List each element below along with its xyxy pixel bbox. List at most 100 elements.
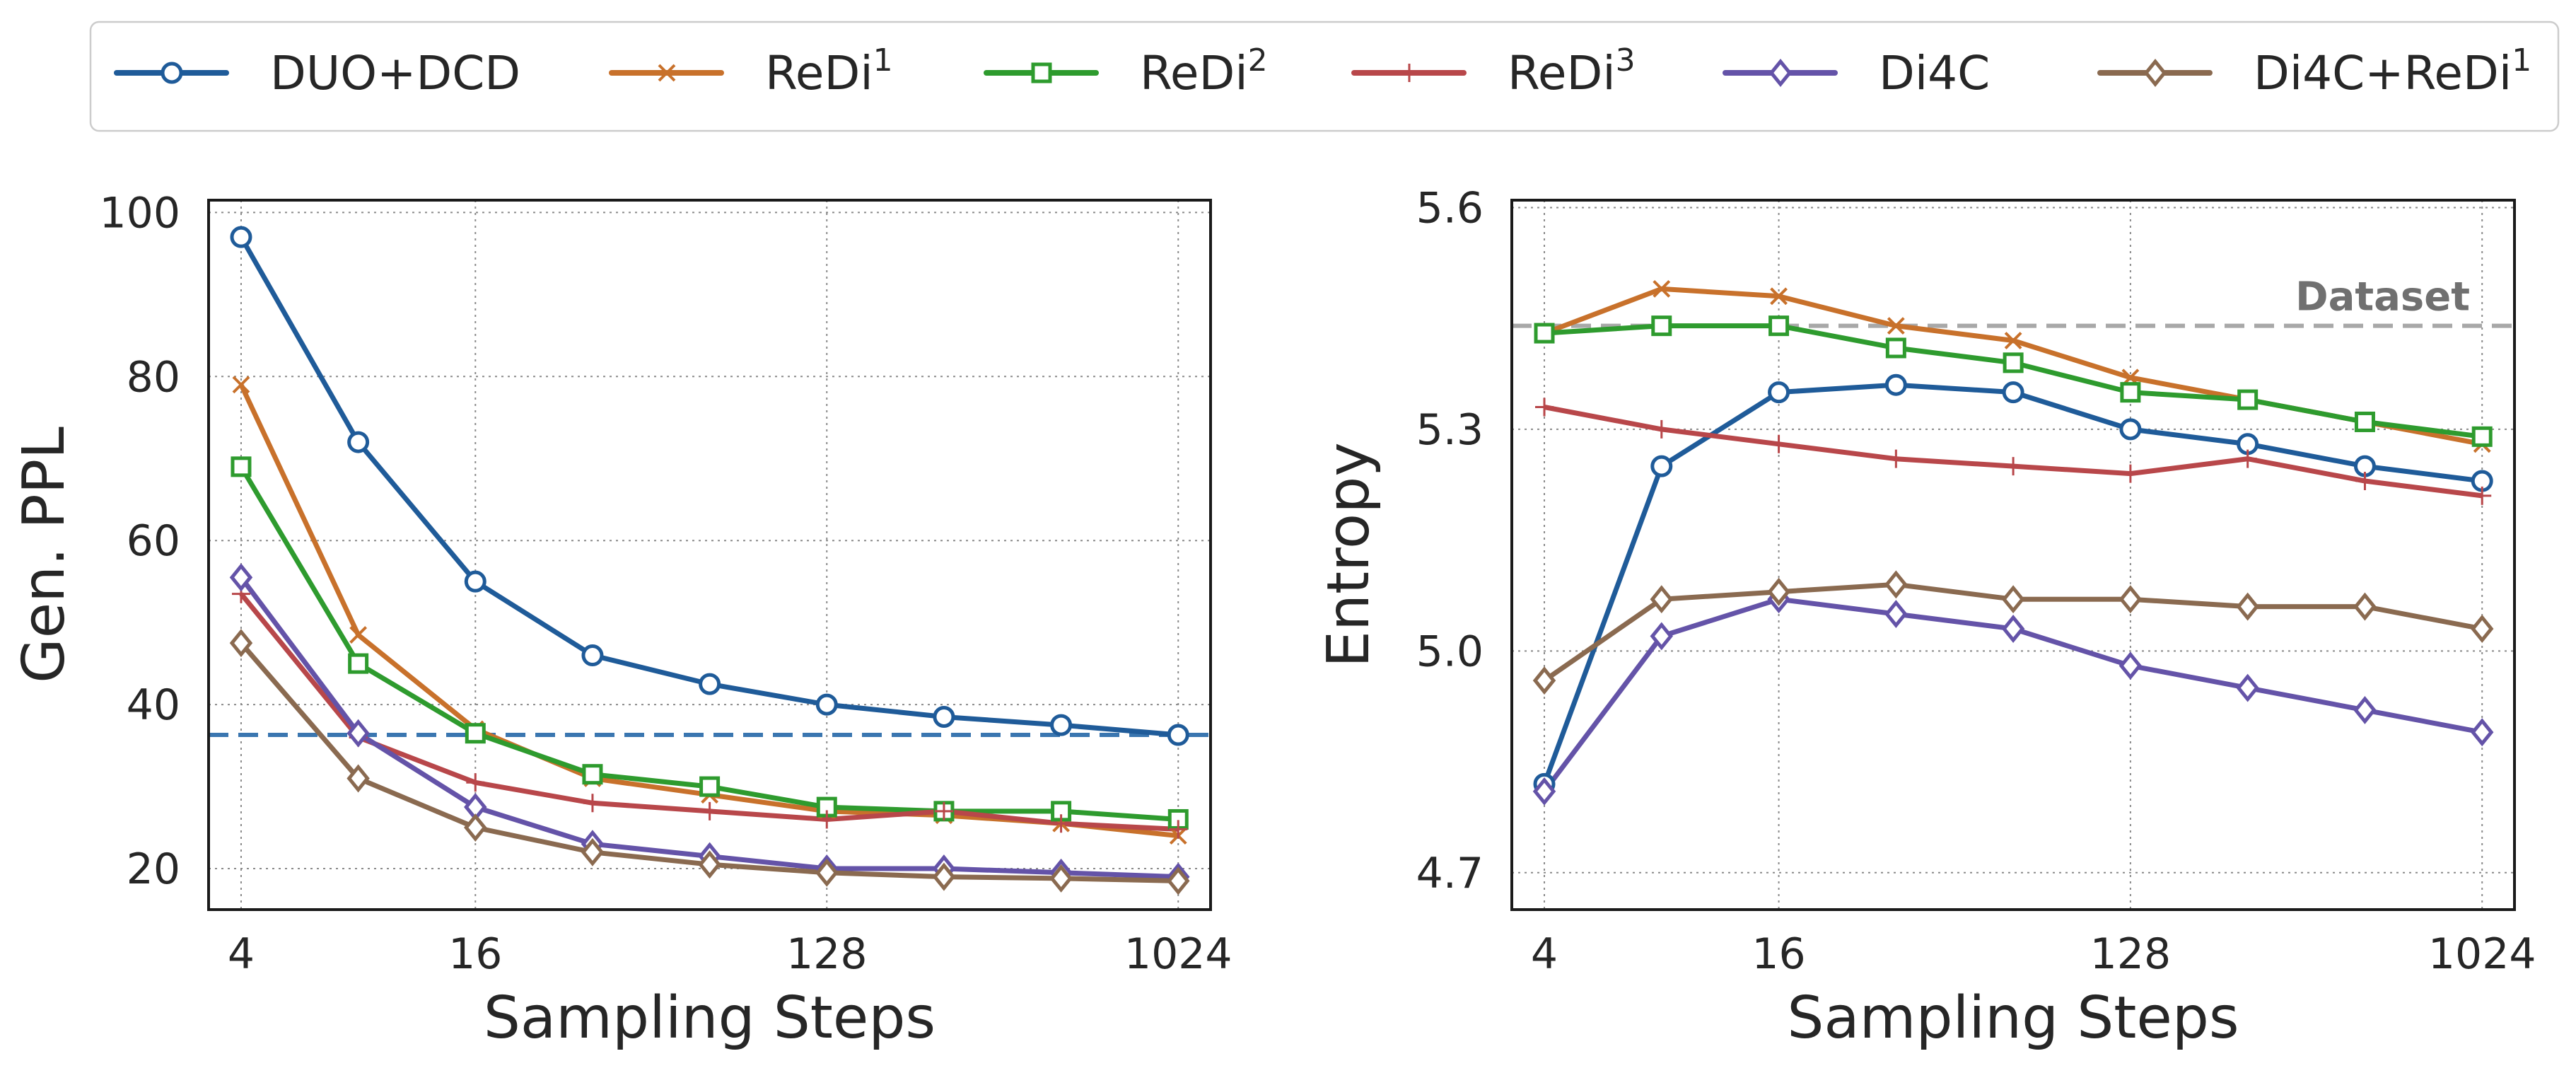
series-line-di4c: [239, 576, 1179, 880]
data-point-duo-dcd: [464, 570, 486, 593]
legend-label-di4c: Di4C: [1879, 46, 1990, 100]
y-tick-label: 40: [127, 680, 180, 730]
data-point-redi3: [2355, 472, 2374, 491]
legend-label-sup: 2: [1248, 42, 1268, 79]
series-line-duo-dcd: [1541, 382, 2483, 785]
y-tick-label: 80: [127, 352, 180, 402]
data-point-redi2: [465, 723, 486, 744]
data-point-redi1: [232, 376, 250, 394]
data-point-redi2: [1768, 315, 1790, 337]
data-point-di4c: [1532, 777, 1556, 806]
data-point-di4c: [1650, 622, 1674, 651]
data-point-redi3: [2473, 486, 2492, 505]
y-tick-label: 5.3: [1416, 405, 1484, 455]
data-point-redi3: [1887, 449, 1906, 468]
data-point-redi3: [817, 810, 837, 829]
data-point-di4c-redi1: [815, 858, 839, 887]
data-point-redi3: [1652, 419, 1671, 439]
data-point-redi1: [1770, 287, 1788, 306]
legend-label-sup: 1: [873, 42, 893, 79]
data-point-redi2: [348, 653, 369, 674]
data-point-di4c: [2353, 695, 2377, 724]
data-point-di4c-redi1: [346, 764, 370, 793]
y-axis-label: Entropy: [1315, 442, 1382, 668]
data-point-redi3: [2121, 464, 2140, 483]
data-point-redi3: [2238, 449, 2257, 468]
data-point-redi3: [1535, 398, 1554, 417]
data-point-redi2: [582, 764, 603, 785]
legend-marker-di4c-redi1: [2143, 59, 2167, 87]
y-tick-label: 20: [127, 845, 180, 894]
data-point-di4c-redi1: [1884, 570, 1908, 599]
x-tick-label: 4: [1531, 929, 1558, 979]
data-point-redi3: [2004, 457, 2023, 476]
data-point-duo-dcd: [1884, 373, 1907, 396]
data-point-di4c-redi1: [581, 837, 605, 866]
data-point-di4c: [2236, 673, 2259, 702]
legend-label-duo-dcd: DUO+DCD: [270, 46, 520, 100]
legend-label-sup: 1: [2512, 42, 2531, 79]
y-tick-label: 5.6: [1416, 183, 1484, 233]
data-point-di4c: [229, 563, 253, 592]
data-point-redi2: [231, 456, 252, 477]
series-line-redi2: [238, 465, 1179, 822]
data-point-duo-dcd: [347, 431, 370, 453]
legend-marker-redi3: [1400, 64, 1418, 82]
plot-frame: [207, 199, 1212, 911]
data-point-duo-dcd: [2002, 381, 2024, 404]
data-point-duo-dcd: [1050, 714, 1073, 736]
data-point-di4c-redi1: [2001, 585, 2025, 614]
y-tick-label: 4.7: [1416, 849, 1484, 898]
data-point-redi3: [1169, 820, 1188, 839]
data-point-redi1: [1887, 317, 1905, 335]
x-tick-label: 128: [2090, 929, 2172, 979]
y-tick-label: 100: [99, 188, 180, 238]
data-point-duo-dcd: [581, 644, 604, 667]
data-point-di4c-redi1: [2353, 592, 2377, 621]
data-point-di4c-redi1: [2236, 592, 2259, 621]
data-point-redi3: [934, 801, 953, 820]
legend-label-redi1: ReDi1: [765, 42, 893, 100]
data-point-di4c-redi1: [464, 813, 487, 842]
panel-entropy: Dataset 4 16 128 1024 4.7 5.0 5.3 5.6 Sampling St…: [1315, 183, 2536, 1052]
x-tick-label: 128: [786, 929, 868, 979]
data-point-di4c: [2119, 651, 2143, 680]
data-point-redi2: [2120, 382, 2141, 403]
data-point-duo-dcd: [815, 693, 838, 716]
data-point-di4c-redi1: [698, 850, 721, 879]
data-point-duo-dcd: [1650, 455, 1673, 477]
data-point-duo-dcd: [699, 673, 721, 695]
data-point-di4c: [2471, 718, 2494, 747]
x-tick-label: 1024: [1124, 929, 1232, 979]
legend: DUO+DCD ReDi1 ReDi2 ReDi3 Di4C Di4C+ReDi1: [89, 21, 2560, 132]
data-point-redi3: [1769, 434, 1788, 453]
data-point-redi2: [1885, 337, 1906, 359]
reference-line-label: Dataset: [2295, 274, 2470, 320]
data-point-duo-dcd: [933, 706, 955, 729]
legend-label-redi3: ReDi3: [1508, 42, 1636, 100]
y-tick-label: 5.0: [1416, 627, 1484, 676]
data-point-redi2: [1534, 323, 1555, 344]
data-point-redi2: [2003, 352, 2024, 373]
plot-frame: [1510, 199, 2516, 911]
legend-label-redi2: ReDi2: [1140, 42, 1268, 100]
data-point-redi1: [2004, 332, 2022, 349]
data-point-di4c-redi1: [1767, 577, 1790, 606]
legend-marker-redi1: [658, 64, 676, 82]
data-point-duo-dcd: [1167, 724, 1189, 746]
x-tick-label: 4: [228, 929, 255, 979]
data-point-di4c: [1884, 600, 1908, 629]
x-tick-label: 16: [448, 929, 502, 979]
x-tick-label: 16: [1752, 929, 1805, 979]
y-tick-label: 60: [127, 516, 180, 566]
y-axis-label: Gen. PPL: [11, 427, 78, 683]
data-point-redi1: [1653, 279, 1671, 298]
data-point-di4c-redi1: [932, 862, 956, 891]
data-point-redi2: [2471, 426, 2493, 447]
data-point-redi2: [2354, 411, 2375, 432]
x-axis-label: Sampling Steps: [1787, 985, 2239, 1052]
data-point-di4c-redi1: [1650, 585, 1674, 614]
data-point-di4c-redi1: [1049, 864, 1073, 893]
data-point-redi2: [1651, 315, 1672, 337]
